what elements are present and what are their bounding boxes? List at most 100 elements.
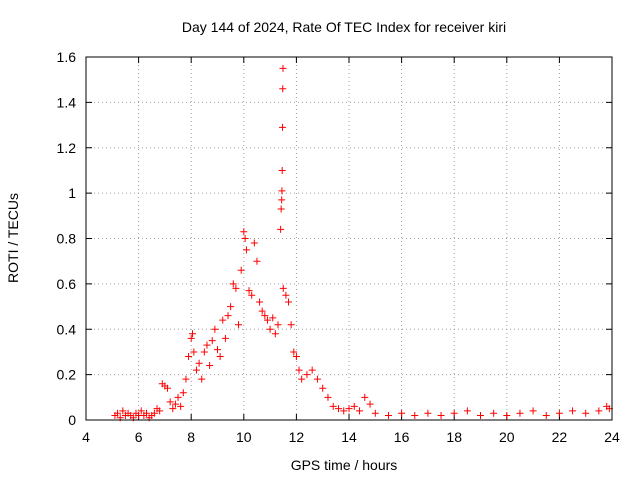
data-point xyxy=(424,409,432,417)
data-point xyxy=(334,405,342,413)
data-point xyxy=(437,411,445,419)
data-point xyxy=(278,196,286,204)
plot-frame xyxy=(85,56,613,421)
data-point xyxy=(490,409,498,417)
y-tick-label: 1.2 xyxy=(57,140,77,156)
x-axis-label: GPS time / hours xyxy=(291,457,398,473)
data-point xyxy=(169,405,177,413)
x-tick-label: 10 xyxy=(236,429,252,445)
y-tick-label: 0.8 xyxy=(57,231,77,247)
data-point xyxy=(366,400,374,408)
data-point xyxy=(277,205,285,213)
data-point xyxy=(187,334,195,342)
data-point xyxy=(253,257,261,265)
data-point xyxy=(582,409,590,417)
data-point xyxy=(277,225,285,233)
y-tick-label: 0.6 xyxy=(57,276,77,292)
y-tick-label: 0.4 xyxy=(57,321,77,337)
data-point xyxy=(295,366,303,374)
x-tick-label: 12 xyxy=(289,429,305,445)
x-tick-label: 22 xyxy=(552,429,568,445)
data-point xyxy=(411,411,419,419)
data-point xyxy=(287,321,295,329)
data-point xyxy=(232,284,240,292)
data-point xyxy=(166,398,174,406)
data-point xyxy=(237,266,245,274)
data-point xyxy=(266,325,274,333)
x-tick-label: 16 xyxy=(394,429,410,445)
data-point xyxy=(371,409,379,417)
y-tick-label: 0.2 xyxy=(57,367,77,383)
data-point xyxy=(229,280,237,288)
data-point xyxy=(177,402,185,410)
grid-layer xyxy=(86,57,612,420)
data-point xyxy=(198,375,206,383)
x-tick-label: 8 xyxy=(187,429,195,445)
data-point xyxy=(542,411,550,419)
data-point xyxy=(256,298,264,306)
data-point xyxy=(179,389,187,397)
data-point xyxy=(190,348,198,356)
data-point xyxy=(278,187,286,195)
data-point xyxy=(242,246,250,254)
data-point xyxy=(258,307,266,315)
data-point xyxy=(595,407,603,415)
x-tick-label: 20 xyxy=(499,429,515,445)
data-point xyxy=(224,312,232,320)
data-point xyxy=(174,393,182,401)
data-point xyxy=(298,375,306,383)
data-point xyxy=(290,348,298,356)
data-point xyxy=(279,64,287,72)
data-point xyxy=(569,407,577,415)
data-point xyxy=(185,352,193,360)
data-point xyxy=(211,325,219,333)
data-point xyxy=(171,400,179,408)
data-point xyxy=(303,371,311,379)
data-point xyxy=(450,409,458,417)
data-point xyxy=(156,407,164,415)
data-point xyxy=(119,407,127,415)
data-point xyxy=(189,330,197,338)
data-point xyxy=(200,348,208,356)
data-point xyxy=(477,411,484,419)
data-point xyxy=(278,166,286,174)
data-point xyxy=(529,407,537,415)
data-point xyxy=(142,409,150,417)
data-point xyxy=(227,303,235,311)
data-point xyxy=(356,407,364,415)
y-tick-label: 0 xyxy=(68,412,76,428)
data-point xyxy=(340,407,348,415)
data-point xyxy=(214,346,221,354)
data-point xyxy=(279,284,287,292)
data-point xyxy=(240,228,248,236)
axis-ticks: 4 6 8 10 12 14 16 18 20 22 24 0 0.2 0.4 0.6 0.8 1 1.2 1.4 1… xyxy=(57,49,620,445)
data-point xyxy=(269,314,277,322)
data-point xyxy=(384,411,392,419)
data-point xyxy=(555,409,563,417)
data-point xyxy=(195,359,203,367)
x-tick-label: 4 xyxy=(82,429,90,445)
chart-title: Day 144 of 2024, Rate Of TEC Index for r… xyxy=(182,19,506,35)
y-tick-label: 1 xyxy=(68,185,76,201)
data-point xyxy=(324,393,332,401)
data-point xyxy=(263,316,271,324)
data-point xyxy=(282,291,290,299)
data-points xyxy=(111,64,613,422)
data-point xyxy=(271,330,279,338)
data-point xyxy=(261,312,269,320)
data-point xyxy=(398,409,406,417)
data-point xyxy=(219,316,227,324)
data-point xyxy=(463,407,471,415)
data-point xyxy=(313,375,321,383)
data-point xyxy=(221,334,229,342)
data-point xyxy=(203,341,211,349)
data-point xyxy=(274,321,282,329)
x-tick-label: 14 xyxy=(341,429,357,445)
x-tick-label: 24 xyxy=(604,429,620,445)
data-point xyxy=(192,366,200,374)
data-point xyxy=(285,298,293,306)
data-point xyxy=(216,352,224,360)
x-tick-label: 6 xyxy=(135,429,143,445)
data-point xyxy=(516,409,524,417)
